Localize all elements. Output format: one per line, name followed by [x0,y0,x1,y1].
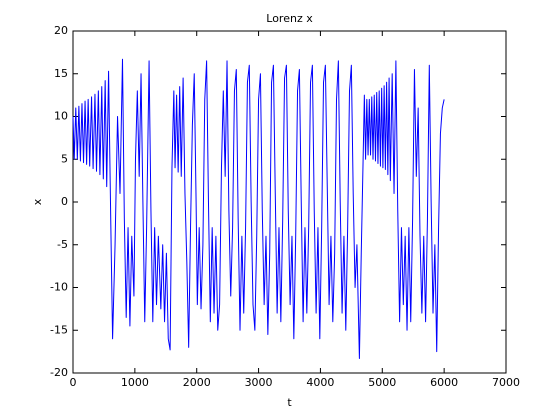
y-tick-label: 5 [61,152,68,165]
x-tick-label: 3000 [245,376,273,389]
y-tick-label: -5 [57,238,68,251]
x-axis-label: t [287,396,292,409]
x-tick-label: 6000 [430,376,458,389]
y-tick-label: 0 [61,195,68,208]
x-tick-label: 4000 [306,376,334,389]
axes-box [72,30,507,374]
y-tick-label: -20 [50,366,68,379]
y-tick-label: 10 [54,110,68,123]
x-tick-label: 5000 [368,376,396,389]
x-tick-label: 0 [70,376,77,389]
x-tick-label: 1000 [121,376,149,389]
data-line [72,58,445,359]
y-tick-label: 15 [54,67,68,80]
chart-title: Lorenz x [266,12,313,25]
y-tick-label: -10 [50,281,68,294]
x-tick-label: 2000 [183,376,211,389]
y-axis-label: x [31,198,44,205]
x-tick-label: 7000 [492,376,520,389]
y-tick-label: 20 [54,24,68,37]
y-tick-label: -15 [50,323,68,336]
